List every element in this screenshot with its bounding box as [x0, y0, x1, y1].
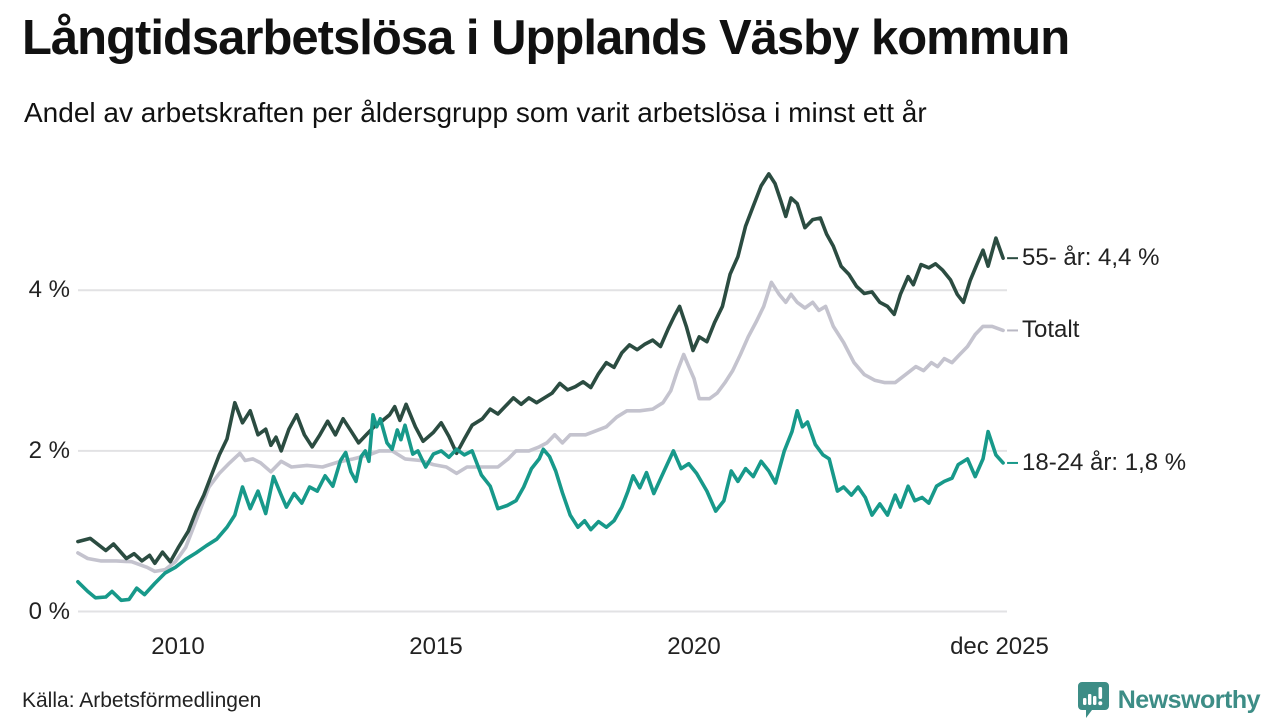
- x-tick-2015: 2015: [409, 633, 463, 660]
- y-tick-0: 0 %: [28, 597, 70, 625]
- newsworthy-logo[interactable]: Newsworthy: [1077, 681, 1261, 719]
- x-tick-2010: 2010: [151, 633, 205, 660]
- source-note: Källa: Arbetsförmedlingen: [22, 689, 262, 712]
- newsworthy-bubble-icon: [1077, 682, 1109, 718]
- newsworthy-wordmark: Newsworthy: [1117, 685, 1261, 714]
- series-label-55-år: 55- år: 4,4 %: [1022, 244, 1160, 272]
- x-tick-2020: 2020: [667, 633, 721, 660]
- x-tick-dec-2025: dec 2025: [950, 633, 1049, 660]
- y-tick-4: 4 %: [28, 276, 70, 304]
- series-label-Totalt: Totalt: [1022, 316, 1080, 344]
- page-subtitle: Andel av arbetskraften per åldersgrupp s…: [24, 97, 927, 128]
- y-tick-2: 2 %: [28, 436, 70, 464]
- series-line-55-år: [76, 172, 1005, 566]
- series-line-18-24år: [76, 408, 1005, 603]
- series-line-Totalt: [76, 280, 1005, 574]
- page-title: Långtidsarbetslösa i Upplands Väsby komm…: [22, 11, 1070, 65]
- series-label-18-24år: 18-24 år: 1,8 %: [1022, 448, 1187, 476]
